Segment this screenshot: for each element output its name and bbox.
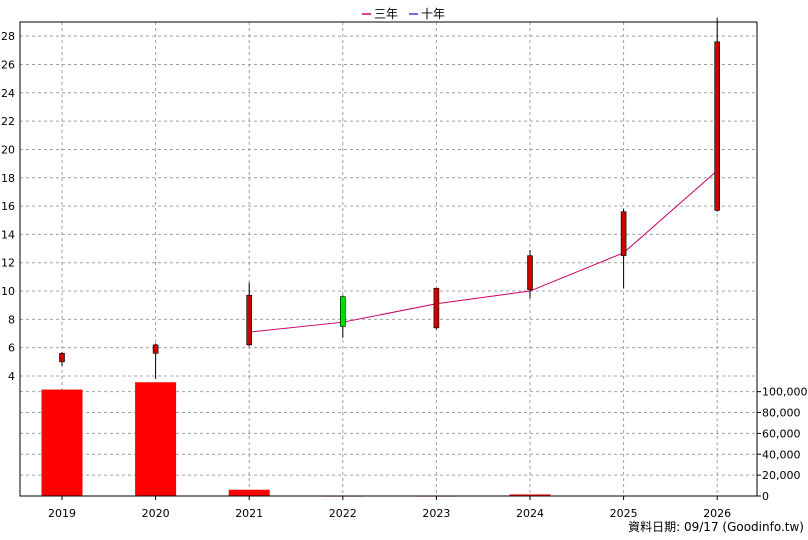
volume-tick-label: 100,000 bbox=[762, 386, 808, 399]
volume-tick-label: 60,000 bbox=[762, 427, 801, 440]
volume-bar bbox=[509, 494, 551, 496]
x-tick-label: 2025 bbox=[610, 507, 638, 520]
price-tick-label: 26 bbox=[1, 58, 15, 71]
x-tick-label: 2023 bbox=[422, 507, 450, 520]
price-tick-label: 18 bbox=[1, 172, 15, 185]
volume-tick-label: 80,000 bbox=[762, 407, 801, 420]
price-tick-label: 28 bbox=[1, 30, 15, 43]
volume-bars bbox=[41, 382, 551, 497]
price-tick-label: 12 bbox=[1, 257, 15, 270]
volume-bar bbox=[228, 489, 270, 496]
price-tick-label: 10 bbox=[1, 285, 15, 298]
volume-bar bbox=[135, 382, 177, 496]
price-tick-label: 24 bbox=[1, 87, 15, 100]
price-tick-label: 14 bbox=[1, 228, 15, 241]
candle-body bbox=[714, 41, 721, 211]
price-tick-label: 22 bbox=[1, 115, 15, 128]
x-tick-label: 2020 bbox=[142, 507, 170, 520]
candlesticks bbox=[59, 17, 721, 379]
data-date-footer: 資料日期: 09/17 (Goodinfo.tw) bbox=[628, 520, 804, 534]
x-tick-label: 2024 bbox=[516, 507, 544, 520]
moving-average-lines bbox=[249, 170, 718, 333]
candle-body bbox=[620, 211, 627, 256]
plot-frame bbox=[19, 21, 758, 497]
x-tick-label: 2021 bbox=[235, 507, 263, 520]
legend-label: 三年 bbox=[374, 7, 398, 21]
candle-body bbox=[527, 255, 533, 290]
volume-tick-label: 0 bbox=[762, 490, 769, 503]
grid bbox=[20, 22, 757, 496]
candle-body bbox=[339, 296, 346, 327]
volume-tick-label: 20,000 bbox=[762, 469, 801, 482]
price-tick-label: 4 bbox=[8, 370, 15, 383]
candle-body bbox=[59, 353, 65, 363]
price-tick-label: 8 bbox=[8, 313, 15, 326]
price-tick-label: 6 bbox=[8, 342, 15, 355]
volume-tick-label: 40,000 bbox=[762, 448, 801, 461]
price-tick-label: 16 bbox=[1, 200, 15, 213]
x-tick-label: 2022 bbox=[329, 507, 357, 520]
x-tick-label: 2019 bbox=[48, 507, 76, 520]
series-line bbox=[249, 170, 718, 333]
x-tick-label: 2026 bbox=[703, 507, 731, 520]
candle-body bbox=[152, 344, 159, 354]
volume-bar bbox=[41, 389, 83, 496]
candle-body bbox=[246, 294, 252, 346]
legend-label: 十年 bbox=[421, 7, 445, 21]
legend: 三年 十年 bbox=[362, 7, 445, 21]
candle-body bbox=[433, 287, 440, 329]
price-tick-label: 20 bbox=[1, 143, 15, 156]
axes: 2019 2020 2021 2022 2023 2024 2025 202646810121… bbox=[1, 30, 808, 520]
